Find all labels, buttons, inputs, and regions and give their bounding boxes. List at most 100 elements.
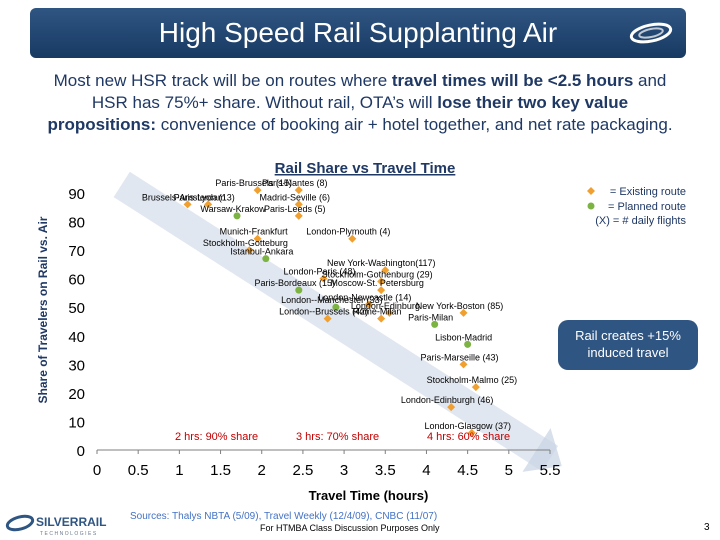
y-tick-label: 80 [68, 215, 85, 232]
x-tick-label: 0 [93, 462, 101, 479]
labels-layer: Paris-Brussels (15)Paris-Nantes (8) Bruss… [142, 178, 687, 443]
point-label: New York-Washington(117) [327, 258, 436, 268]
point-label: Paris-Milan [408, 312, 453, 322]
silverrail-logo: SILVERRAIL TECHNOLOGIES [5, 514, 106, 537]
point-label: Paris-Nantes (8) [262, 178, 328, 188]
existing-route-point [319, 274, 328, 283]
silverrail-swoosh-icon [629, 22, 673, 44]
trend-band [113, 171, 559, 472]
page-title: High Speed Rail Supplanting Air [158, 17, 558, 48]
existing-route-point [204, 200, 213, 209]
existing-route-point [294, 186, 303, 195]
point-label: Paris-Bordeaux (15) [255, 278, 336, 288]
existing-route-point [467, 428, 476, 437]
existing-route-point [377, 286, 386, 295]
x-tick-label: 3 [340, 462, 348, 479]
induced-travel-callout: Rail creates +15% induced travel [558, 320, 698, 370]
planned-route-point [295, 286, 303, 294]
existing-route-point [323, 314, 332, 323]
x-tick-label: 2 [258, 462, 266, 479]
y-tick-label: 10 [68, 414, 85, 431]
point-label: Warsaw-Krakow [200, 204, 266, 214]
class-notice: For HTMBA Class Discussion Purposes Only [260, 523, 440, 533]
y-tick-label: 0 [77, 443, 85, 460]
band-label: 4 hrs: 60% share [427, 431, 510, 443]
planned-route-point [233, 212, 241, 220]
silverrail-swoosh-icon [5, 514, 35, 532]
title-bar: High Speed Rail Supplanting Air [30, 8, 686, 58]
existing-route-point [294, 211, 303, 220]
existing-route-point [294, 200, 303, 209]
x-tick-label: 1.5 [210, 462, 231, 479]
existing-route-icon [587, 187, 595, 195]
existing-route-point [381, 266, 390, 275]
page-number: 3 [704, 522, 710, 533]
x-tick-label: 0.5 [128, 462, 149, 479]
x-axis-title: Travel Time (hours) [309, 488, 429, 503]
legend-flights: (X) = # daily flights [595, 215, 686, 227]
point-label: London--Manchester (33) [281, 295, 383, 305]
point-label: Paris-Brussels (15) [215, 178, 292, 188]
planned-route-point [464, 340, 472, 348]
x-tick-label: 1 [175, 462, 183, 479]
existing-route-point [459, 308, 468, 317]
band-label: 2 hrs: 90% share [175, 431, 258, 443]
existing-route-point [348, 234, 357, 243]
point-label: Lisbon-Madrid [435, 332, 492, 342]
x-tick-label: 2.5 [292, 462, 313, 479]
existing-route-point [245, 246, 254, 255]
x-tick-label: 4 [422, 462, 430, 479]
point-label: Brussels-Amsterdam [142, 192, 226, 202]
legend-planned: = Planned route [608, 201, 686, 213]
y-tick-label: 20 [68, 386, 85, 403]
x-tick-label: 3.5 [375, 462, 396, 479]
existing-route-point [447, 403, 456, 412]
logo-tagline: TECHNOLOGIES [40, 531, 98, 537]
point-label: London-Plymouth (4) [306, 227, 390, 237]
planned-route-point [262, 255, 270, 263]
y-axis-title: Share of Travelers on Rail vs. Air [36, 216, 50, 403]
existing-route-point [377, 277, 386, 286]
point-label: Istanbul-Ankara [230, 247, 293, 257]
y-tick-label: 90 [68, 186, 85, 203]
point-label: New York-Boston (85) [416, 301, 504, 311]
point-label: Paris-Lyon (13) [174, 192, 235, 202]
point-label: Rome-Milan [353, 307, 402, 317]
existing-route-point [253, 186, 262, 195]
x-tick-label: 5.5 [540, 462, 561, 479]
y-tick-label: 50 [68, 300, 85, 317]
chart-title: Rail Share vs Travel Time [275, 160, 456, 177]
y-tick-label: 60 [68, 272, 85, 289]
logo-name: SILVERRAIL [36, 515, 106, 529]
y-tick-label: 70 [68, 243, 85, 260]
point-label: Moscow-St. Petersburg [330, 278, 424, 288]
point-label: London-Newcastle (14) [318, 292, 411, 302]
planned-route-point [431, 320, 439, 328]
point-label: London-Edinburgh (46) [401, 395, 494, 405]
y-tick-label: 40 [68, 329, 85, 346]
x-tick-label: 4.5 [457, 462, 478, 479]
legend-existing: = Existing route [610, 186, 686, 198]
point-label: London-Glasgow (37) [424, 421, 511, 431]
point-label: London-Paris (48) [283, 267, 355, 277]
legend: = Existing route = Planned route (X) = # d… [587, 186, 686, 227]
existing-route-point [471, 383, 480, 392]
point-label: Stockholm-Gothenburg (29) [322, 270, 433, 280]
point-label: Madrid-Seville (6) [260, 192, 331, 202]
existing-route-point [377, 314, 386, 323]
point-label: Paris-Marseille (43) [421, 352, 499, 362]
existing-route-point [364, 300, 373, 309]
point-label: Stockholm-Malmo (25) [427, 375, 518, 385]
planned-route-icon [587, 202, 595, 210]
existing-route-point [459, 360, 468, 369]
point-label: London-Edinburg [351, 301, 420, 311]
sources-note: Sources: Thalys NBTA (5/09), Travel Week… [130, 511, 438, 522]
x-tick-label: 5 [505, 462, 513, 479]
point-label: Munich-Frankfurt [220, 227, 289, 237]
point-label: Stockholm-Gotteburg [203, 238, 288, 248]
point-label: Paris-Leeds (5) [264, 204, 326, 214]
existing-route-point [385, 308, 394, 317]
existing-route-point [183, 200, 192, 209]
band-label: 3 hrs: 70% share [296, 431, 379, 443]
